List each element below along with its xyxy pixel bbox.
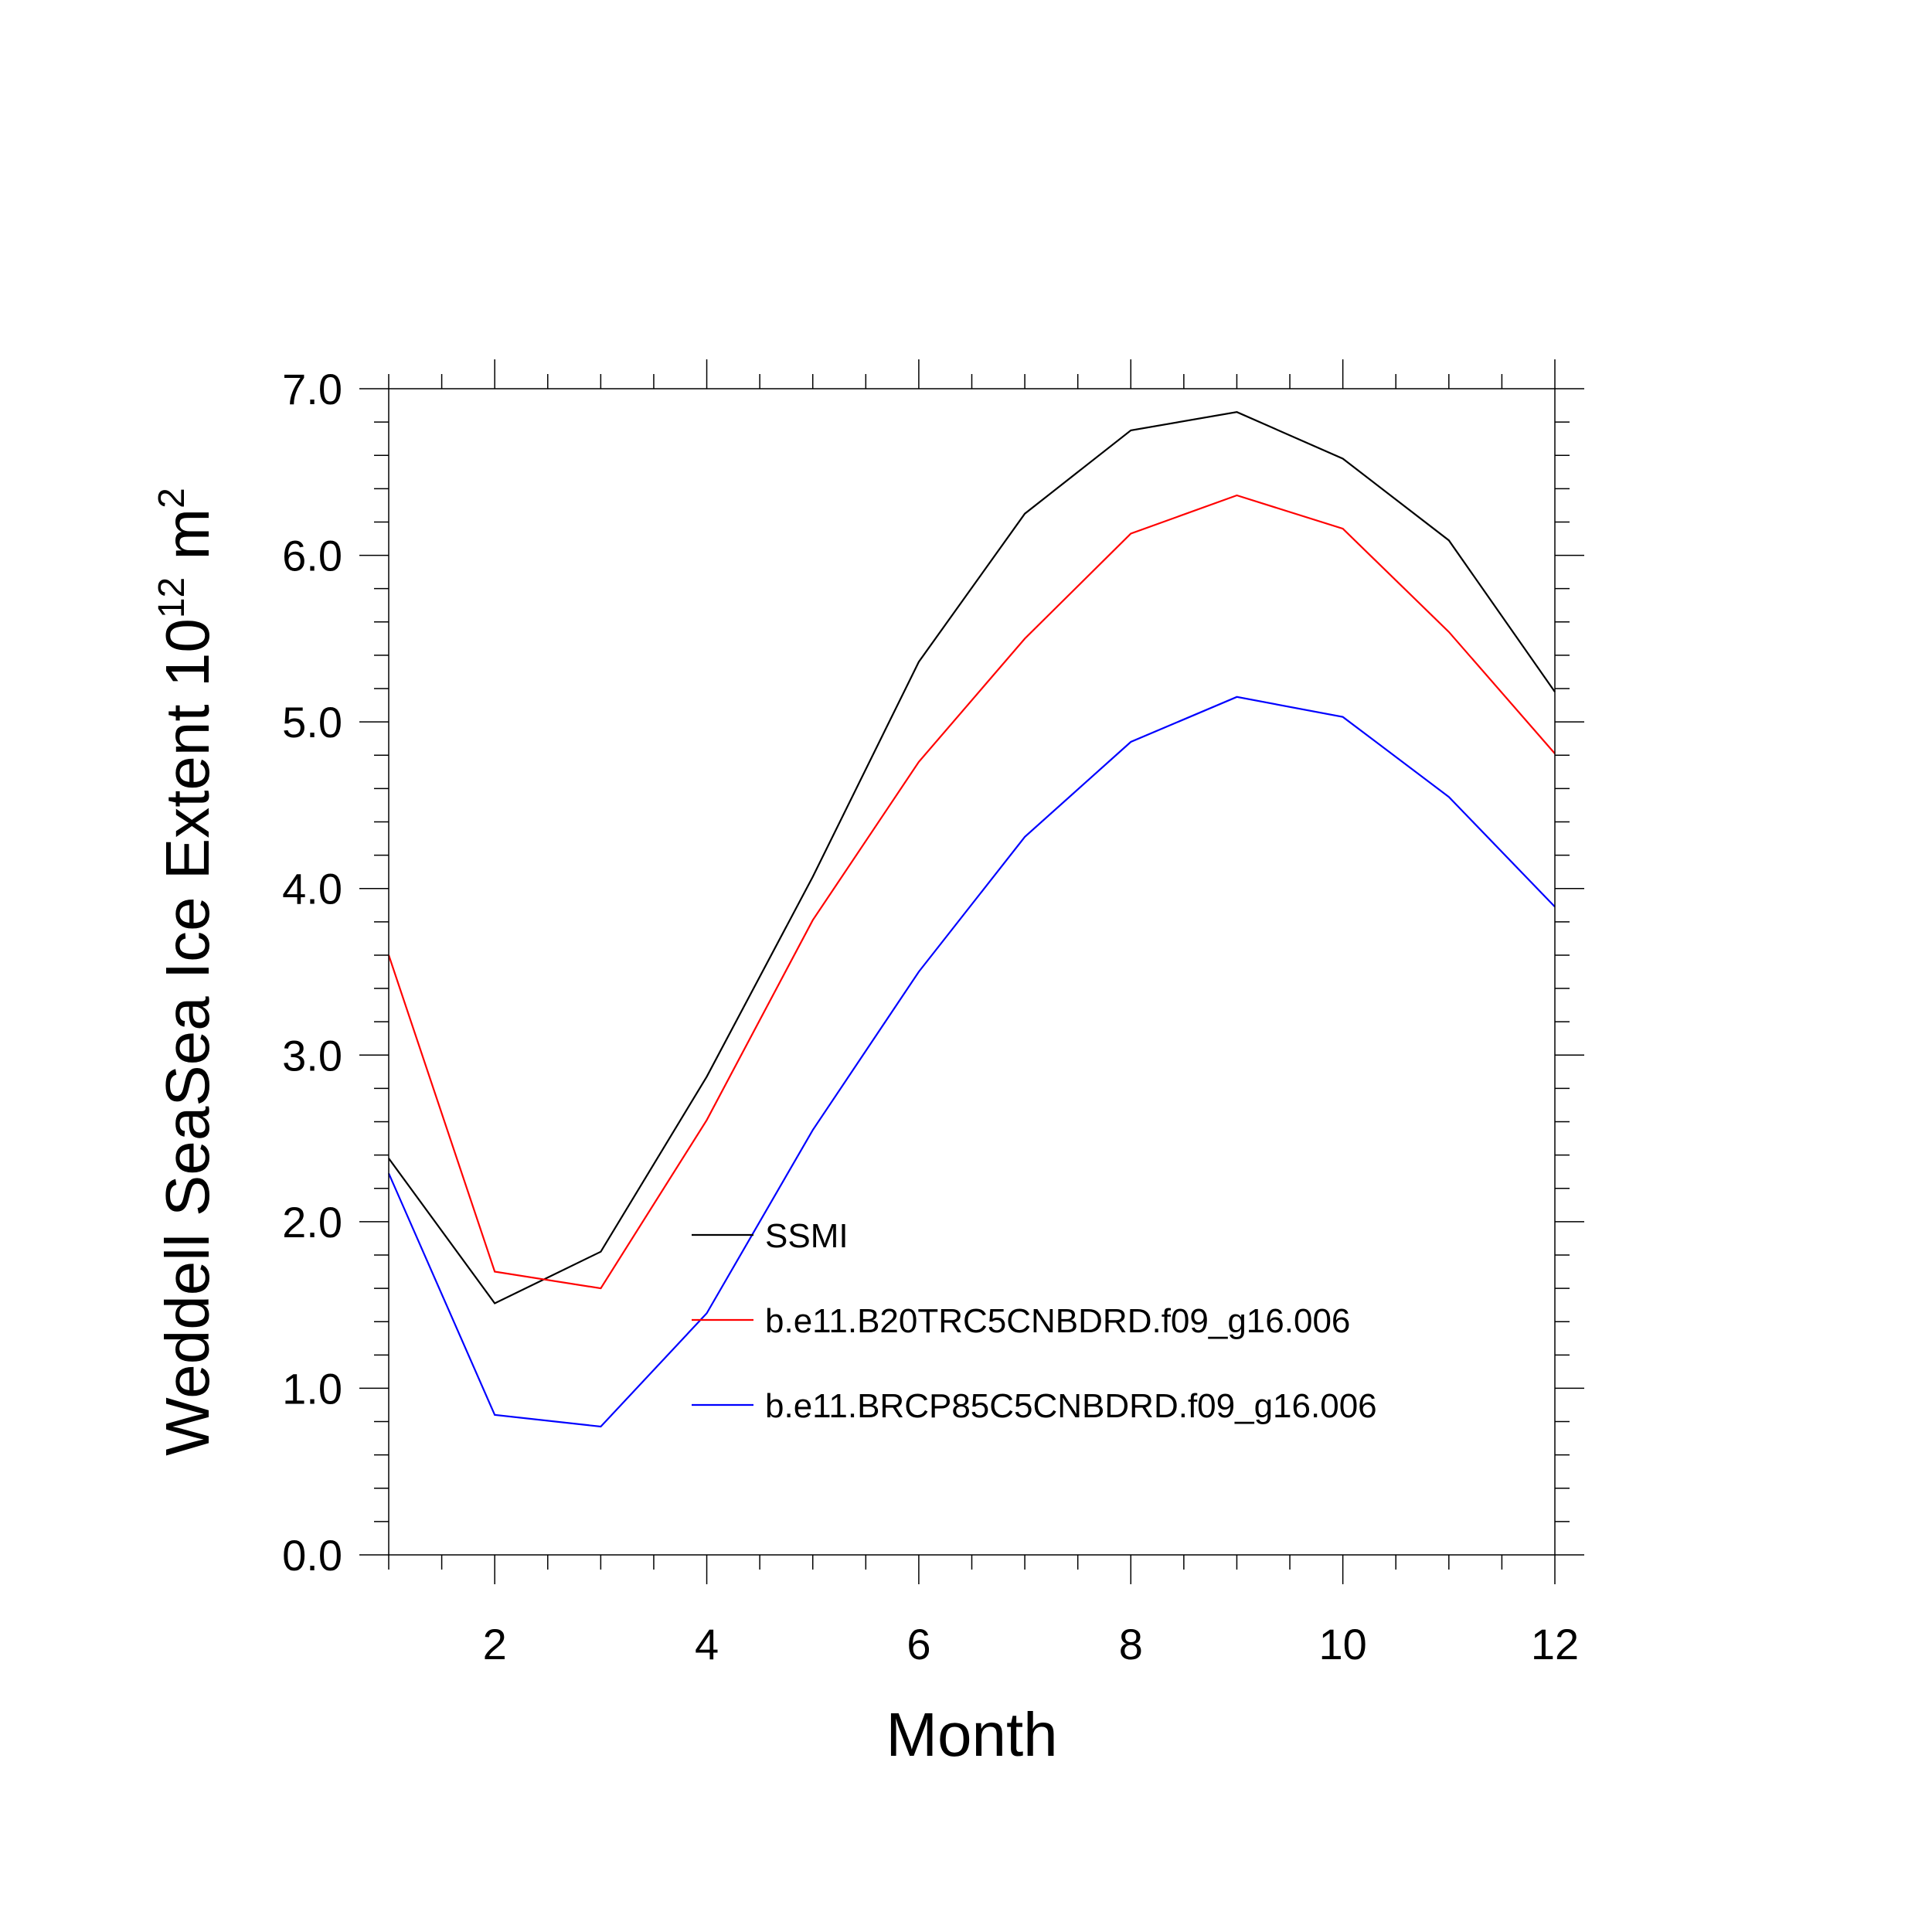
x-tick-label: 4 xyxy=(695,1620,719,1668)
y-axis-title-unit: m xyxy=(153,509,222,577)
y-tick-label: 2.0 xyxy=(282,1198,342,1247)
plot-frame xyxy=(388,388,1556,1556)
series-line-1 xyxy=(388,411,1556,1304)
legend: SSMI b.e11.B20TRC5CNBDRD.f09_g16.006 b.e11… xyxy=(692,1217,1377,1425)
x-tick-label: 8 xyxy=(1119,1620,1143,1668)
y-axis-title-exponent: 12 xyxy=(151,577,192,618)
y-axis-title-unit-exponent: 2 xyxy=(151,488,192,509)
x-tick-label: 12 xyxy=(1531,1620,1579,1668)
y-tick-label: 1.0 xyxy=(282,1364,342,1413)
y-tick-label: 7.0 xyxy=(282,365,342,413)
y-axis-title: Weddell SeaSea Ice Extent 1012 m2 xyxy=(151,488,222,1456)
series-line-3 xyxy=(387,696,1556,1428)
data-series xyxy=(387,411,1556,1428)
x-axis-title: Month xyxy=(886,1700,1057,1769)
legend-label: SSMI xyxy=(765,1217,849,1255)
y-tick-label: 0.0 xyxy=(282,1531,342,1580)
x-tick-label: 10 xyxy=(1318,1620,1366,1668)
legend-label: b.e11.B20TRC5CNBDRD.f09_g16.006 xyxy=(765,1302,1350,1340)
y-axis-title-main: Weddell SeaSea Ice Extent 10 xyxy=(153,618,222,1456)
axis-ticks xyxy=(359,359,1584,1584)
tick-labels: 2 4 6 8 10 12 0.0 1.0 2.0 3.0 4.0 5.0 6.0 7.0 xyxy=(282,365,1579,1668)
y-tick-label: 4.0 xyxy=(282,865,342,913)
y-tick-label: 5.0 xyxy=(282,698,342,747)
y-tick-label: 3.0 xyxy=(282,1031,342,1080)
x-tick-label: 2 xyxy=(483,1620,507,1668)
legend-label: b.e11.BRCP85C5CNBDRD.f09_g16.006 xyxy=(765,1387,1377,1425)
y-tick-label: 6.0 xyxy=(282,532,342,580)
x-tick-label: 6 xyxy=(906,1620,930,1668)
series-line-2 xyxy=(387,494,1556,1290)
